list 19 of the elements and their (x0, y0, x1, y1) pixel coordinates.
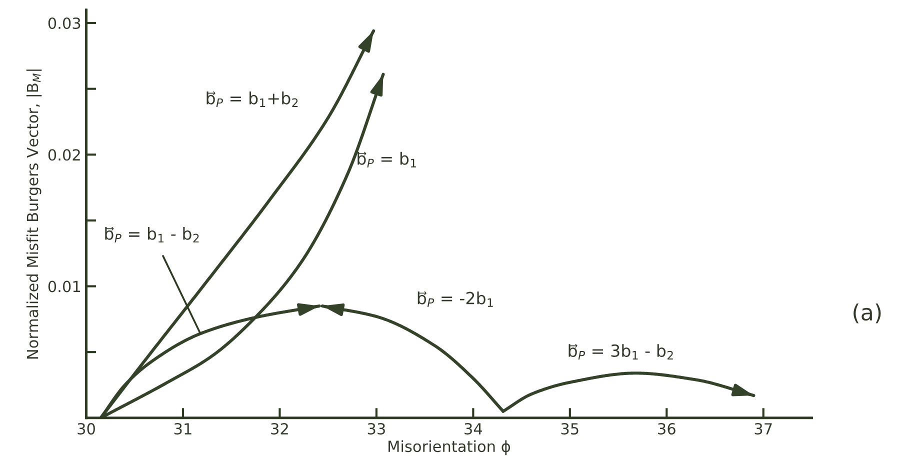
y-axis-title: Normalized Misfit Burgers Vector, |B$_{M}$| (26, 70, 42, 359)
x-axis-title: Misorientation ϕ (388, 440, 510, 456)
series-label: b⃗$_{P}$ = 3b$_{1}$ - b$_{2}$ (568, 344, 673, 360)
x-tick-label: 34 (464, 423, 482, 435)
text: b⃗$_{P}$ = b$_{1}$ - b$_{2}$ (105, 227, 199, 242)
text: (a) (854, 304, 881, 324)
x-tick-label: 36 (658, 423, 676, 435)
x-tick-label: 35 (561, 423, 578, 435)
x-tick-label: 30 (78, 423, 95, 435)
x-tick-label: 31 (174, 423, 192, 435)
y-tick-label: 0.03 (48, 17, 80, 30)
series-label: b⃗$_{P}$ = -2b$_{1}$ (418, 291, 493, 307)
y-tick-label: 0.02 (48, 149, 80, 161)
series-label: b⃗$_{P}$ = b$_{1}$+b$_{2}$ (206, 92, 298, 107)
x-tick-label: 33 (368, 423, 385, 435)
x-tick-label: 37 (754, 423, 772, 435)
y-tick-label: 0.01 (48, 280, 80, 292)
x-tick-label: 32 (271, 423, 288, 435)
series-label: b⃗$_{P}$ = b$_{1}$ (358, 152, 416, 168)
